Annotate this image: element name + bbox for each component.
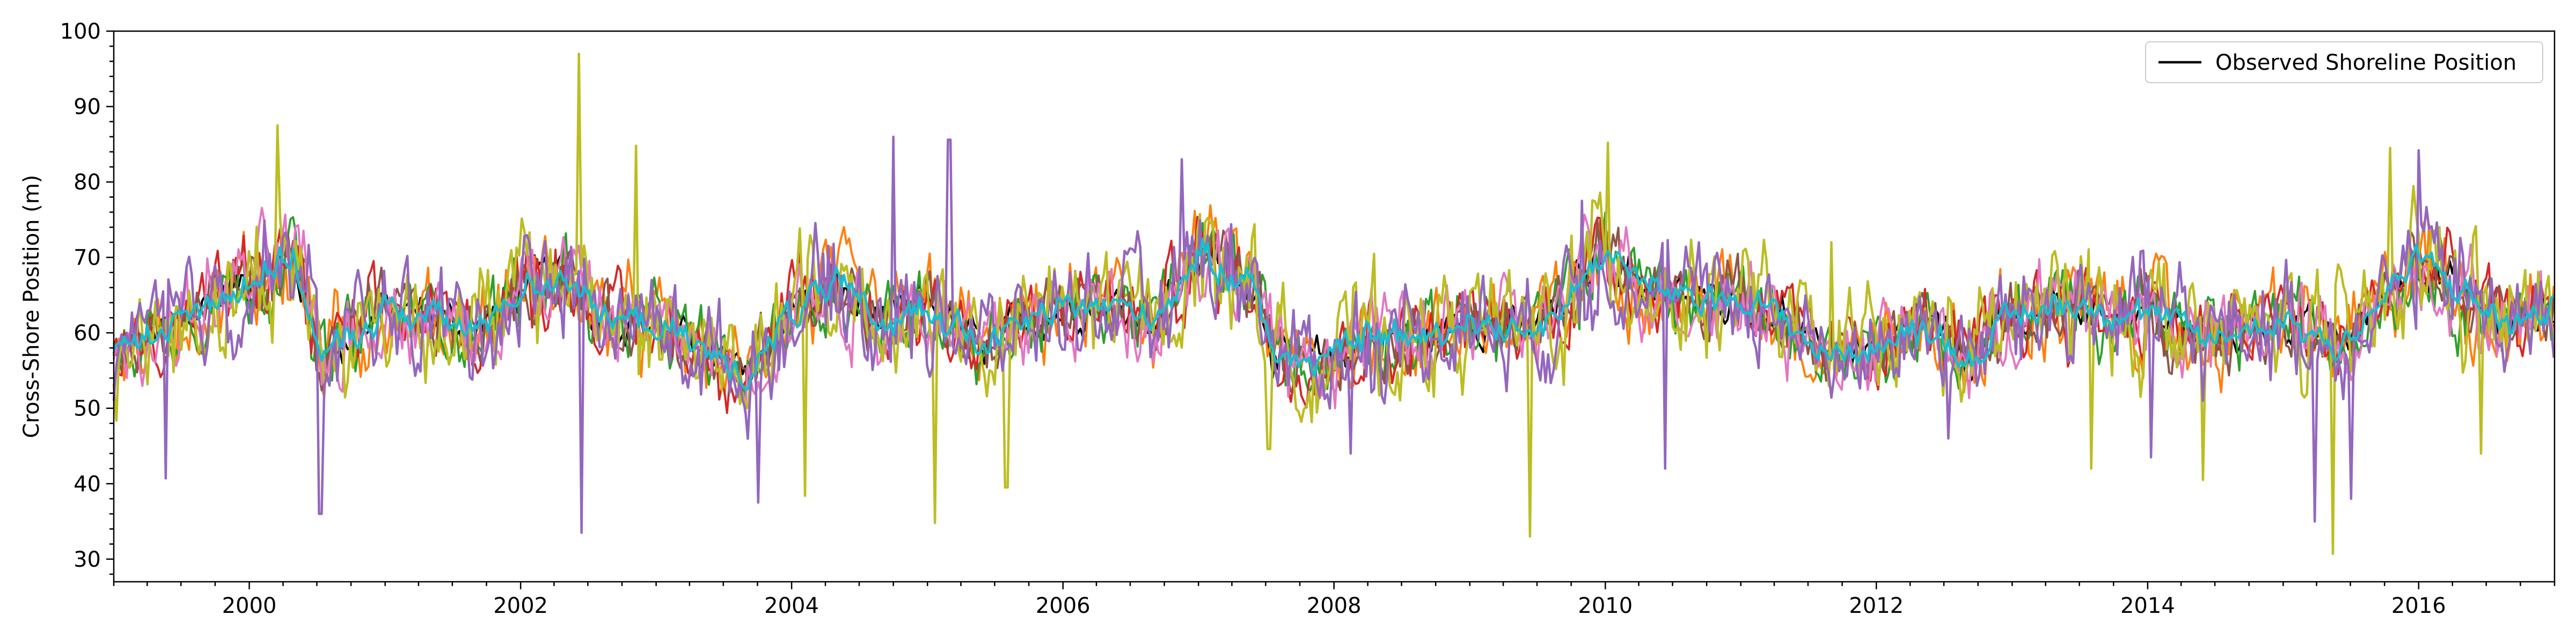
y-tick-label: 30 (74, 547, 101, 572)
x-tick-label: 2012 (1849, 594, 1904, 618)
x-tick-label: 2000 (222, 594, 277, 618)
y-axis-label: Cross-Shore Position (m) (19, 175, 44, 438)
legend-label-observed: Observed Shoreline Position (2215, 50, 2516, 75)
x-tick-label: 2010 (1578, 594, 1633, 618)
y-tick-label: 70 (74, 246, 101, 270)
y-tick-label: 100 (60, 19, 101, 44)
x-axis: 2000 2002 2004 2006 2008 2010 2012 2014 2016 (113, 582, 2556, 618)
x-tick-label: 2006 (1036, 594, 1091, 618)
x-tick-label: 2004 (764, 594, 819, 618)
legend: Observed Shoreline Position (2145, 41, 2543, 83)
x-tick-label: 2014 (2120, 594, 2175, 618)
x-tick-label: 2016 (2391, 594, 2446, 618)
series-layer (112, 52, 2555, 555)
series-line-8 (112, 237, 2555, 391)
x-tick-label: 2002 (493, 594, 548, 618)
y-tick-label: 80 (74, 170, 101, 195)
series-line-5 (113, 207, 2555, 414)
legend-box (2145, 41, 2543, 83)
y-tick-label: 50 (74, 397, 101, 421)
y-tick-label: 60 (74, 321, 101, 346)
y-tick-label: 40 (74, 472, 101, 496)
y-tick-label: 90 (74, 95, 101, 120)
x-tick-label: 2008 (1307, 594, 1362, 618)
y-axis: 30 40 50 60 70 80 90 100 (60, 19, 114, 575)
